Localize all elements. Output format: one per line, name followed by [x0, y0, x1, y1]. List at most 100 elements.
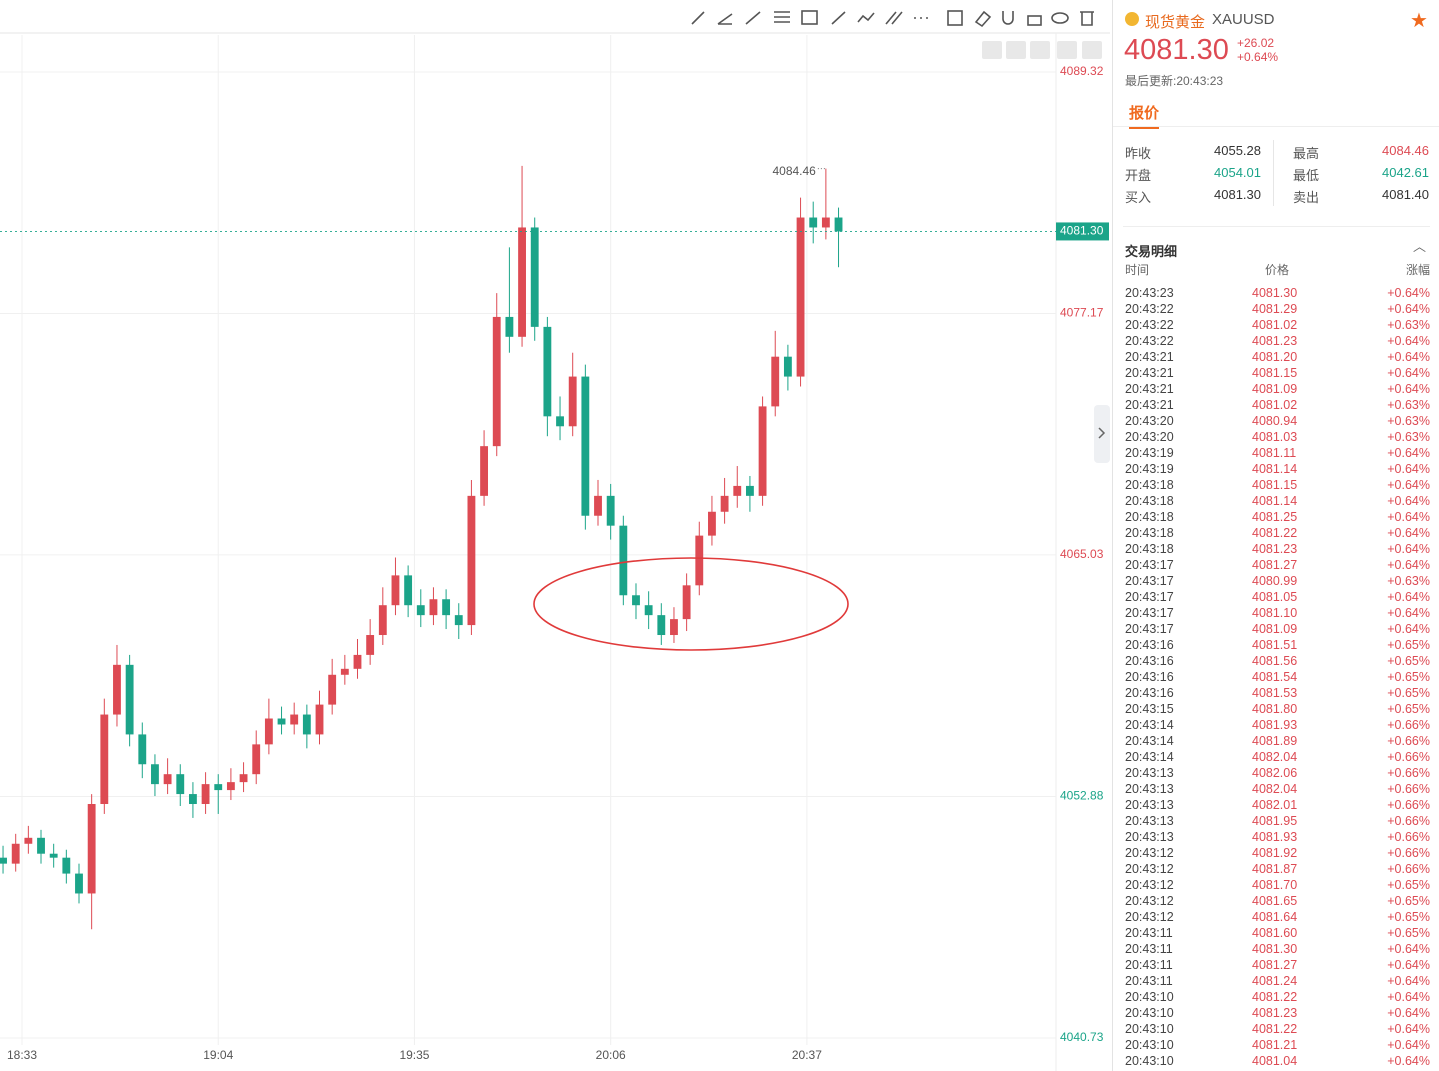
cell-change: +0.63%	[1387, 414, 1430, 428]
cell-change: +0.63%	[1387, 398, 1430, 412]
trade-row: 20:43:10 4081.21 +0.64%	[1125, 1037, 1430, 1053]
tool-ray[interactable]	[717, 13, 733, 25]
x-tick-label: 20:37	[792, 1048, 822, 1062]
cell-time: 20:43:18	[1125, 542, 1174, 556]
trade-row: 20:43:11 4081.27 +0.64%	[1125, 957, 1430, 973]
candle-body	[214, 784, 223, 791]
cell-change: +0.66%	[1387, 814, 1430, 828]
tool-eraser[interactable]	[974, 10, 992, 28]
trade-row: 20:43:18 4081.15 +0.64%	[1125, 477, 1430, 493]
tool-fib[interactable]	[774, 11, 790, 23]
cell-change: +0.64%	[1387, 1054, 1430, 1068]
tool-eye[interactable]	[1051, 12, 1069, 24]
trade-row: 20:43:16 4081.56 +0.65%	[1125, 653, 1430, 669]
panel-toggle-icon	[1098, 427, 1106, 439]
cell-change: +0.64%	[1387, 382, 1430, 396]
trade-row: 20:43:12 4081.87 +0.66%	[1125, 861, 1430, 877]
tool-rect[interactable]	[801, 10, 818, 25]
candle-body	[87, 804, 96, 894]
tool-line[interactable]	[691, 11, 705, 25]
cell-price: 4081.70	[1252, 878, 1298, 892]
trade-row: 20:43:19 4081.14 +0.64%	[1125, 461, 1430, 477]
last-price: 4081.30	[1124, 34, 1229, 66]
candle-body	[416, 605, 425, 616]
cell-price: 4081.80	[1252, 702, 1298, 716]
tool-delete[interactable]	[1080, 11, 1094, 26]
trade-row: 20:43:11 4081.30 +0.64%	[1125, 941, 1430, 957]
chart-controls[interactable]	[982, 41, 1102, 59]
ctl-expand[interactable]	[1057, 41, 1077, 59]
trade-row: 20:43:21 4081.09 +0.64%	[1125, 381, 1430, 397]
ctl-style[interactable]	[1030, 41, 1050, 59]
cell-time: 20:43:21	[1125, 350, 1174, 364]
candle-body	[264, 718, 273, 745]
cell-price: 4081.56	[1252, 654, 1298, 668]
tool-arrow[interactable]	[831, 11, 846, 25]
cell-price: 4081.93	[1252, 718, 1298, 732]
trade-row: 20:43:10 4081.22 +0.64%	[1125, 1021, 1430, 1037]
cell-change: +0.64%	[1387, 494, 1430, 508]
trade-row: 20:43:11 4081.24 +0.64%	[1125, 973, 1430, 989]
cell-time: 20:43:14	[1125, 718, 1174, 732]
candle-body	[252, 744, 261, 775]
cell-change: +0.66%	[1387, 862, 1430, 876]
collapse-toggle[interactable]: ︿	[1413, 239, 1427, 254]
cell-change: +0.64%	[1387, 302, 1430, 316]
candle-body	[100, 714, 109, 805]
tool-path[interactable]	[857, 12, 875, 23]
candle-body	[467, 495, 476, 626]
tool-lock[interactable]	[1027, 15, 1042, 26]
trade-row: 20:43:19 4081.11 +0.64%	[1125, 445, 1430, 461]
cell-time: 20:43:20	[1125, 430, 1174, 444]
update-time: 最后更新:20:43:23	[1125, 74, 1224, 88]
cell-change: +0.65%	[1387, 894, 1430, 908]
candle-body	[404, 575, 413, 606]
candle-body	[378, 605, 387, 636]
candle-body	[809, 217, 818, 228]
cell-price: 4081.27	[1252, 958, 1298, 972]
candle-body	[568, 376, 577, 427]
candle-body	[708, 511, 716, 536]
cell-time: 20:43:12	[1125, 910, 1174, 924]
candle-body	[644, 605, 653, 616]
cell-change: +0.64%	[1387, 334, 1430, 348]
toolbar[interactable]	[691, 10, 1094, 28]
cell-price: 4081.93	[1252, 830, 1298, 844]
candle-body	[201, 784, 210, 805]
candle-body	[0, 857, 7, 864]
candle-body	[442, 599, 451, 616]
ctl-indicator[interactable]	[982, 41, 1002, 59]
cell-change: +0.64%	[1387, 942, 1430, 956]
stat-label: 昨收	[1125, 146, 1152, 161]
cell-time: 20:43:18	[1125, 478, 1174, 492]
tool-segment[interactable]	[745, 11, 761, 25]
ctl-draw[interactable]	[1006, 41, 1026, 59]
cell-change: +0.64%	[1387, 462, 1430, 476]
cell-time: 20:43:21	[1125, 382, 1174, 396]
stat-label: 买入	[1125, 190, 1152, 205]
trade-row: 20:43:16 4081.54 +0.65%	[1125, 669, 1430, 685]
favorite-star[interactable]: ★	[1410, 10, 1428, 32]
asset-symbol: XAUUSD	[1212, 11, 1275, 28]
cell-price: 4081.64	[1252, 910, 1298, 924]
tab-quote[interactable]: 报价	[1129, 102, 1160, 129]
cell-price: 4081.23	[1252, 334, 1298, 348]
ctl-close[interactable]	[1082, 41, 1102, 59]
tool-note[interactable]	[947, 10, 963, 26]
cell-price: 4081.60	[1252, 926, 1298, 940]
trade-row: 20:43:17 4081.27 +0.64%	[1125, 557, 1430, 573]
tool-magnet[interactable]	[1002, 11, 1014, 25]
header-price: 价格	[1265, 263, 1290, 277]
candle-body	[429, 599, 438, 616]
cell-time: 20:43:10	[1125, 1054, 1174, 1068]
cell-price: 4081.92	[1252, 846, 1298, 860]
cell-change: +0.64%	[1387, 510, 1430, 524]
candle-body	[454, 615, 463, 626]
trade-row: 20:43:10 4081.22 +0.64%	[1125, 989, 1430, 1005]
cell-time: 20:43:20	[1125, 414, 1174, 428]
cell-time: 20:43:22	[1125, 318, 1174, 332]
trade-row: 20:43:23 4081.30 +0.64%	[1125, 285, 1430, 301]
y-tick-label: 4040.73	[1060, 1030, 1104, 1044]
tool-channel[interactable]	[885, 11, 903, 25]
candle-body	[366, 635, 375, 655]
